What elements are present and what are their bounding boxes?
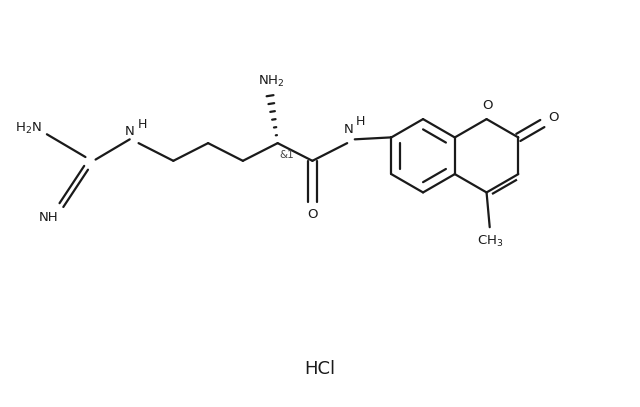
Text: HCl: HCl <box>305 361 335 379</box>
Text: O: O <box>307 208 317 221</box>
Text: &1: &1 <box>279 149 294 160</box>
Text: H: H <box>138 118 147 131</box>
Text: N: N <box>125 125 134 138</box>
Text: H$_2$N: H$_2$N <box>15 120 42 136</box>
Text: O: O <box>548 111 559 124</box>
Text: CH$_3$: CH$_3$ <box>477 234 504 249</box>
Text: NH$_2$: NH$_2$ <box>258 74 285 90</box>
Text: N: N <box>344 123 353 136</box>
Text: NH: NH <box>38 211 58 224</box>
Text: O: O <box>482 98 492 112</box>
Text: H: H <box>356 115 365 128</box>
